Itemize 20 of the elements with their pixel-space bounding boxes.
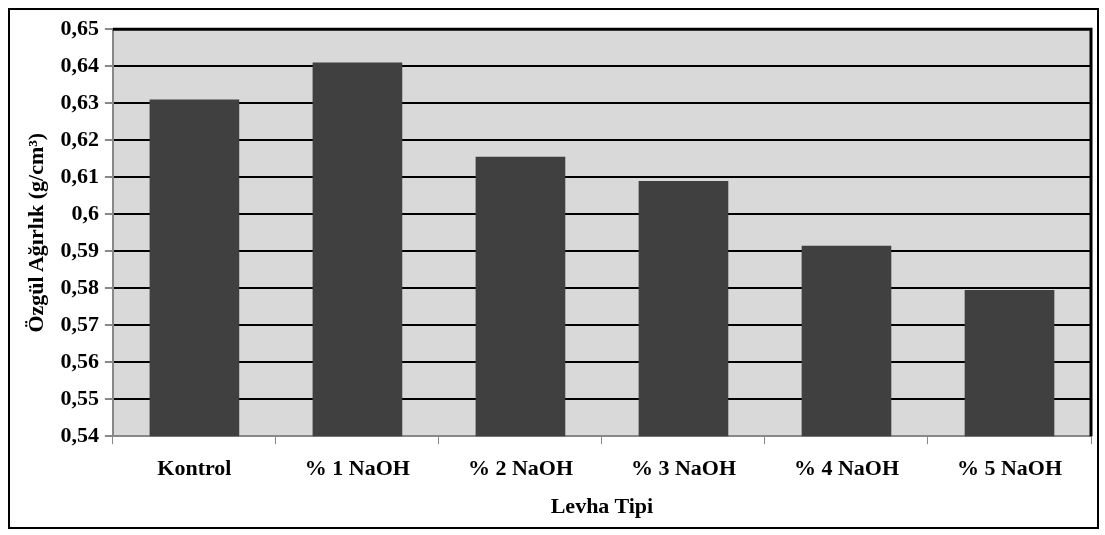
x-tick-label: % 3 NaOH [630, 455, 737, 481]
x-tick-label: % 4 NaOH [793, 455, 900, 481]
y-tick-label: 0,58 [60, 273, 99, 299]
y-tick-label: 0,56 [60, 347, 99, 373]
y-axis-title: Özgül Ağırlık (g/cm³) [22, 132, 48, 333]
y-tick-label: 0,61 [60, 162, 99, 188]
y-tick-label: 0,59 [60, 236, 99, 262]
y-tick-label: 0,64 [60, 51, 99, 77]
x-tick-label: % 1 NaOH [304, 455, 410, 481]
x-tick-label: % 5 NaOH [956, 455, 1063, 481]
y-tick-label: 0,54 [60, 421, 99, 447]
y-tick-label: 0,6 [71, 199, 99, 225]
x-tick-label: Kontrol [157, 455, 232, 481]
x-axis-title: Levha Tipi [550, 493, 654, 519]
y-tick-label: 0,57 [60, 310, 99, 336]
x-tick-label: % 2 NaOH [467, 455, 573, 481]
y-tick-label: 0,63 [60, 88, 99, 114]
y-tick-label: 0,55 [60, 384, 99, 410]
y-tick-label: 0,62 [60, 125, 99, 151]
y-tick-label: 0,65 [60, 14, 99, 40]
